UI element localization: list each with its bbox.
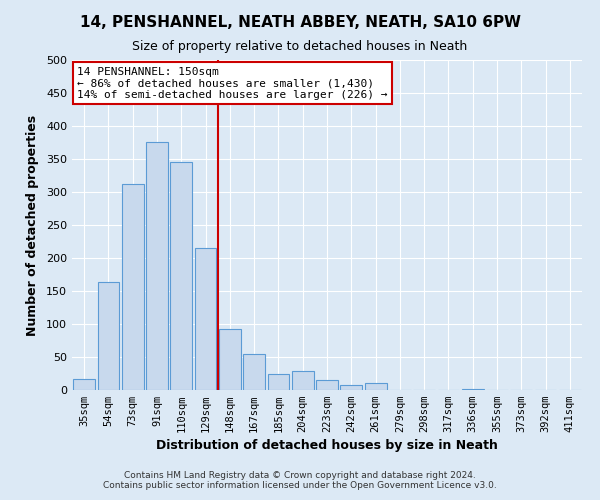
Text: 14 PENSHANNEL: 150sqm
← 86% of detached houses are smaller (1,430)
14% of semi-d: 14 PENSHANNEL: 150sqm ← 86% of detached …: [77, 66, 388, 100]
X-axis label: Distribution of detached houses by size in Neath: Distribution of detached houses by size …: [156, 440, 498, 452]
Bar: [219, 328, 241, 390]
Bar: [462, 388, 484, 390]
Bar: [97, 282, 119, 390]
Bar: [316, 380, 338, 390]
Text: Size of property relative to detached houses in Neath: Size of property relative to detached ho…: [133, 40, 467, 53]
Bar: [146, 142, 168, 390]
Bar: [340, 384, 362, 390]
Y-axis label: Number of detached properties: Number of detached properties: [26, 114, 39, 336]
Text: Contains HM Land Registry data © Crown copyright and database right 2024.
Contai: Contains HM Land Registry data © Crown c…: [103, 470, 497, 490]
Bar: [73, 380, 95, 390]
Bar: [170, 162, 192, 390]
Bar: [268, 374, 289, 390]
Bar: [194, 248, 217, 390]
Bar: [243, 354, 265, 390]
Bar: [365, 384, 386, 390]
Text: 14, PENSHANNEL, NEATH ABBEY, NEATH, SA10 6PW: 14, PENSHANNEL, NEATH ABBEY, NEATH, SA10…: [79, 15, 521, 30]
Bar: [292, 371, 314, 390]
Bar: [122, 184, 143, 390]
